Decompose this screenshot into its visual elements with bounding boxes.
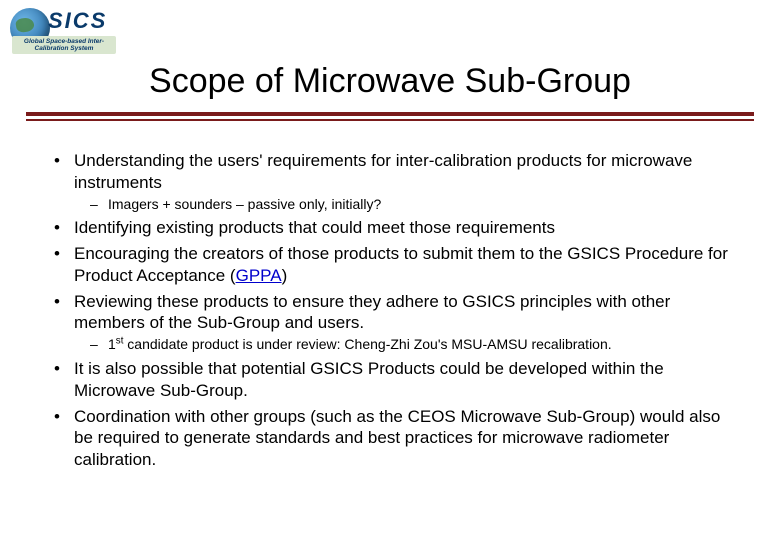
sub-bullet-item: 1st candidate product is under review: C…	[108, 336, 732, 354]
sub-bullet-list: Imagers + sounders – passive only, initi…	[74, 196, 732, 214]
bullet-item: Reviewing these products to ensure they …	[74, 291, 732, 354]
bullet-item: Encouraging the creators of those produc…	[74, 243, 732, 287]
title-rule-thick	[26, 112, 754, 116]
bullet-text: Understanding the users' requirements fo…	[74, 151, 692, 192]
bullet-list: Understanding the users' requirements fo…	[48, 150, 732, 471]
bullet-text: Identifying existing products that could…	[74, 218, 555, 237]
slide-body: Understanding the users' requirements fo…	[48, 150, 732, 475]
title-rule-thin	[26, 119, 754, 121]
gppa-link[interactable]: GPPA	[236, 266, 282, 285]
sub-bullet-text: 1st candidate product is under review: C…	[108, 336, 612, 352]
bullet-text: Encouraging the creators of those produc…	[74, 244, 728, 285]
slide: SICS Global Space-based Inter-Calibratio…	[0, 0, 780, 540]
bullet-text: )	[282, 266, 288, 285]
bullet-text: It is also possible that potential GSICS…	[74, 359, 664, 400]
logo-text: SICS	[48, 8, 107, 34]
bullet-text: Coordination with other groups (such as …	[74, 407, 720, 470]
sub-bullet-text: Imagers + sounders – passive only, initi…	[108, 196, 381, 212]
bullet-text: Reviewing these products to ensure they …	[74, 292, 670, 333]
gsics-logo: SICS Global Space-based Inter-Calibratio…	[8, 6, 108, 58]
sub-bullet-item: Imagers + sounders – passive only, initi…	[108, 196, 732, 214]
sub-bullet-list: 1st candidate product is under review: C…	[74, 336, 732, 354]
bullet-item: Understanding the users' requirements fo…	[74, 150, 732, 213]
slide-title: Scope of Microwave Sub-Group	[0, 62, 780, 101]
logo-subtitle: Global Space-based Inter-Calibration Sys…	[12, 36, 116, 54]
bullet-item: It is also possible that potential GSICS…	[74, 358, 732, 402]
bullet-item: Coordination with other groups (such as …	[74, 406, 732, 471]
bullet-item: Identifying existing products that could…	[74, 217, 732, 239]
